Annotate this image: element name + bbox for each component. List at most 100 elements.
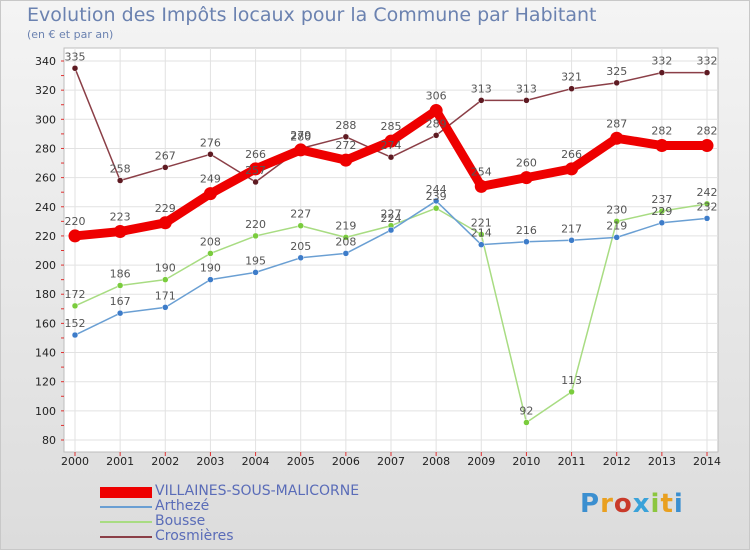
x-tick-label: 2002 — [151, 455, 179, 468]
data-label: 205 — [290, 240, 311, 253]
data-label: 152 — [65, 317, 86, 330]
y-tick-label: 240 — [35, 201, 56, 214]
y-tick-label: 300 — [35, 113, 56, 126]
x-axis: 2000 2001 2002 2003 2004 2005 2006 2007 2008 2009… — [61, 452, 721, 468]
x-tick-label: 2004 — [242, 455, 270, 468]
data-label: 313 — [471, 82, 492, 95]
series-layer — [68, 65, 714, 426]
data-point — [568, 237, 575, 244]
data-point — [71, 65, 79, 72]
data-point — [429, 104, 443, 118]
chart-title: Evolution des Impôts locaux pour la Comm… — [27, 4, 597, 26]
y-tick-label: 120 — [35, 376, 56, 389]
data-point — [207, 151, 214, 158]
data-point — [519, 171, 533, 185]
data-point — [249, 162, 263, 176]
data-point — [568, 388, 575, 396]
data-label: 272 — [335, 139, 356, 152]
data-point — [658, 69, 666, 76]
data-point — [162, 276, 169, 283]
data-point — [523, 238, 530, 246]
y-tick-label: 100 — [35, 405, 56, 418]
data-label: 266 — [245, 148, 266, 161]
legend: VILLAINES-SOUS-MALICORNE Arthezé Bousse … — [100, 483, 400, 544]
x-tick-label: 2005 — [287, 455, 315, 468]
data-point — [116, 282, 124, 289]
data-label: 274 — [381, 139, 402, 152]
data-label: 267 — [155, 149, 176, 162]
data-label: 288 — [335, 119, 356, 132]
data-label: 313 — [516, 82, 537, 95]
data-point — [478, 231, 485, 238]
data-label: 171 — [155, 289, 176, 302]
data-label: 230 — [606, 203, 627, 216]
data-label: 227 — [381, 208, 402, 221]
x-tick-label: 2014 — [693, 455, 721, 468]
data-point — [432, 204, 440, 212]
data-point — [387, 226, 395, 234]
data-point — [568, 85, 575, 92]
data-point — [432, 197, 440, 205]
data-point — [252, 269, 259, 276]
data-point — [297, 254, 304, 262]
data-label: 113 — [561, 374, 582, 387]
data-point — [342, 250, 350, 257]
legend-label-villaines: VILLAINES-SOUS-MALICORNE — [155, 483, 360, 499]
y-tick-label: 280 — [35, 142, 56, 155]
data-label: 208 — [335, 235, 356, 248]
data-label: 266 — [561, 148, 582, 161]
data-point — [523, 419, 530, 426]
data-label: 190 — [200, 262, 221, 275]
legend-swatch-villaines — [100, 487, 152, 498]
data-point — [613, 79, 620, 87]
data-point — [384, 134, 398, 148]
data-point — [432, 132, 440, 139]
data-point — [655, 139, 669, 153]
legend-item-crosmieres: Crosmières — [100, 528, 400, 544]
data-label: 219 — [606, 219, 627, 232]
legend-swatch-bousse — [100, 521, 152, 523]
legend-label-bousse: Bousse — [155, 513, 206, 529]
data-label: 280 — [290, 130, 311, 143]
data-label: 321 — [561, 71, 582, 84]
data-point — [474, 179, 488, 193]
x-tick-label: 2001 — [106, 455, 134, 468]
data-label: 232 — [697, 200, 718, 213]
data-point — [703, 215, 711, 222]
y-axis: 80 100 120 140 160 180 200 220 240 260 280 300 320 34… — [35, 55, 64, 447]
data-point — [71, 331, 79, 339]
data-label: 172 — [65, 288, 86, 301]
data-point — [116, 177, 124, 184]
data-point — [342, 133, 350, 141]
data-label: 195 — [245, 254, 266, 267]
series-bousse — [71, 200, 711, 426]
data-point — [294, 143, 308, 157]
data-label: 276 — [200, 136, 221, 149]
proxiti-logo: Proxiti — [580, 489, 684, 519]
x-tick-label: 2008 — [422, 455, 450, 468]
data-label: 279 — [290, 129, 311, 142]
data-label: 242 — [697, 186, 718, 199]
series-crosmieres — [71, 65, 711, 186]
data-label: 167 — [110, 295, 131, 308]
data-point — [478, 241, 485, 248]
data-point — [613, 234, 620, 241]
data-point — [113, 225, 127, 239]
data-label: 190 — [155, 262, 176, 275]
data-label: 220 — [245, 218, 266, 231]
data-point — [703, 69, 711, 76]
data-label: 332 — [651, 55, 672, 68]
data-label: 224 — [381, 212, 402, 225]
data-label: 282 — [651, 125, 672, 138]
y-tick-label: 260 — [35, 172, 56, 185]
data-label: 216 — [516, 224, 537, 237]
data-label: 229 — [651, 205, 672, 218]
data-point — [207, 250, 214, 257]
y-tick-label: 220 — [35, 230, 56, 243]
data-label: 229 — [155, 202, 176, 215]
data-label: 335 — [65, 50, 86, 63]
data-point — [71, 302, 79, 310]
data-label: 332 — [697, 55, 718, 68]
data-point — [700, 139, 714, 153]
data-label: 287 — [606, 117, 627, 130]
